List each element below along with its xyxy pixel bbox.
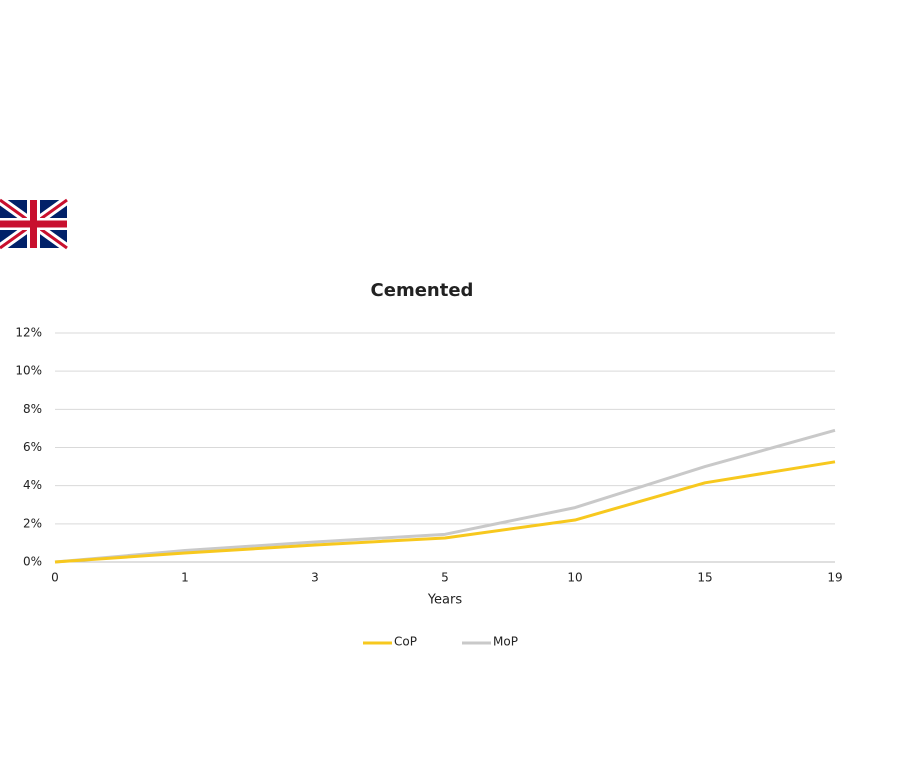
line-series (54, 460, 836, 564)
x-tick-label: 0 (51, 571, 59, 585)
x-tick-label: 5 (441, 571, 449, 585)
legend-label: MoP (493, 635, 518, 649)
x-axis-label: Years (427, 593, 463, 608)
y-tick-label: 2% (23, 516, 42, 530)
y-tick-label: 8% (23, 402, 42, 416)
line-series (54, 428, 836, 564)
y-tick-label: 12% (15, 326, 42, 340)
y-tick-label: 0% (23, 555, 42, 569)
x-tick-label: 3 (311, 571, 319, 585)
uk-flag (0, 196, 70, 252)
x-tick-label: 10 (567, 571, 582, 585)
y-tick-label: 4% (23, 478, 42, 492)
y-tick-label: 10% (15, 364, 42, 378)
legend-label: CoP (394, 635, 417, 649)
x-tick-label: 1 (181, 571, 189, 585)
x-tick-label: 19 (827, 571, 842, 585)
y-tick-label: 6% (23, 440, 42, 454)
x-tick-label: 15 (697, 571, 712, 585)
chart-title: Cemented (371, 280, 474, 301)
